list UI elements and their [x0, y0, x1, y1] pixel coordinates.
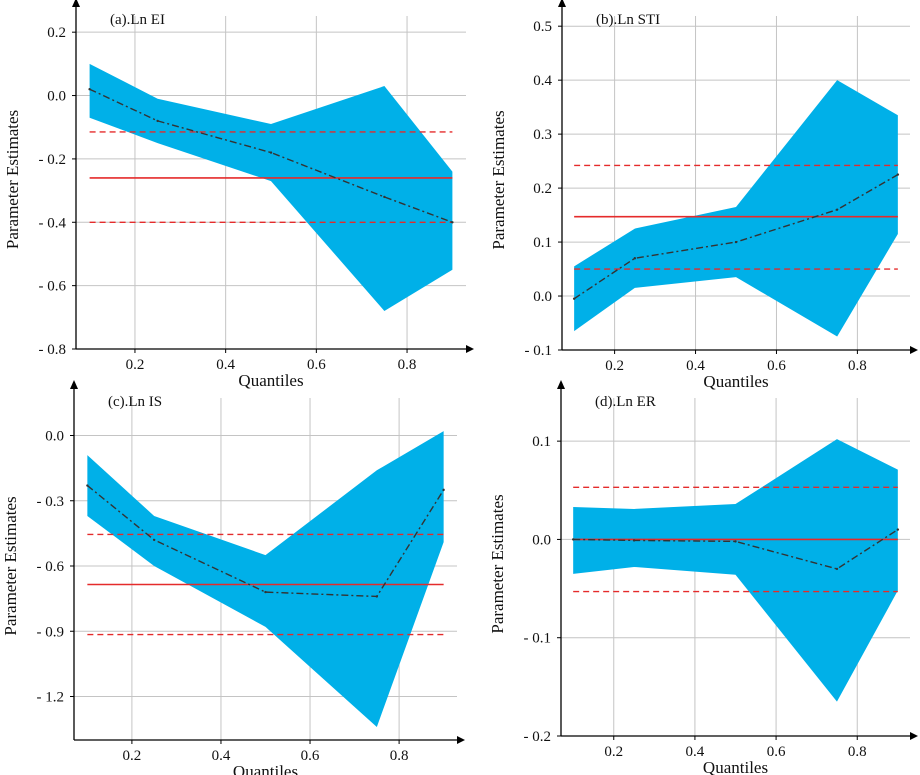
y-tick-label: 0.4 [533, 73, 552, 89]
x-tick-label: 0.4 [686, 358, 705, 374]
y-tick-label: - 0.4 [39, 215, 67, 231]
estimate-point [451, 221, 454, 224]
y-tick-label: 0.1 [533, 235, 552, 251]
x-tick-label: 0.8 [398, 357, 417, 373]
estimate-point [633, 257, 637, 260]
y-tick-label: 0.2 [533, 181, 552, 197]
x-tick-label: 0.6 [767, 358, 786, 374]
estimate-point [572, 297, 576, 300]
y-axis-title: Parameter Estimates [1, 496, 20, 635]
y-tick-label: 0.2 [47, 25, 66, 41]
y-tick-label: 0.1 [532, 434, 551, 450]
y-axis-title: Parameter Estimates [489, 110, 508, 249]
estimate-point [571, 538, 575, 541]
y-tick-label: - 0.6 [39, 279, 67, 295]
x-axis-arrow [457, 736, 465, 744]
x-tick-label: 0.4 [212, 748, 231, 764]
x-tick-label: 0.6 [301, 748, 320, 764]
panel-title: (d).Ln ER [595, 394, 656, 410]
y-tick-label: 0.0 [47, 89, 66, 105]
y-tick-label: - 0.3 [37, 494, 65, 510]
panel-d: 0.2 0.4 0.6 0.8 - 0.2 - 0.1 0.0 0.1 (d).Ln ER Qua… [488, 380, 918, 775]
x-axis-title: Quantiles [703, 372, 768, 391]
x-tick-label: 0.6 [767, 744, 786, 760]
y-axis-title: Parameter Estimates [488, 494, 507, 633]
confidence-band [87, 431, 444, 727]
estimate-point [896, 528, 900, 531]
y-tick-label: - 0.9 [37, 624, 65, 640]
x-tick-label: 0.2 [604, 744, 623, 760]
panel-title: (b).Ln STI [596, 12, 660, 28]
estimate-point [632, 539, 636, 542]
quantile-estimate-line [89, 88, 453, 223]
quantile-estimate-line [86, 484, 445, 598]
estimate-point [264, 590, 267, 594]
y-tick-label: 0.0 [532, 532, 551, 548]
confidence-band [89, 63, 453, 311]
x-tick-label: 0.2 [126, 357, 145, 373]
x-axis-arrow [910, 732, 918, 740]
y-axis-arrow [72, 0, 80, 7]
estimate-point [835, 567, 839, 571]
y-tick-label: - 0.8 [39, 342, 67, 358]
y-axis-arrow [70, 380, 78, 389]
y-axis-arrow [557, 380, 565, 389]
y-tick-label: 0.0 [45, 429, 64, 445]
panel-a: 0.2 0.4 0.6 0.8 - 0.8 - 0.6 - 0.4 - 0.2 0.0 0.2 (a… [3, 0, 474, 390]
estimate-point [442, 488, 445, 492]
y-tick-label: - 0.2 [39, 152, 67, 168]
estimate-point [835, 208, 839, 211]
panel-title: (a).Ln EI [110, 12, 165, 28]
confidence-band [574, 80, 898, 337]
estimate-point [269, 151, 273, 154]
x-axis-arrow [910, 346, 918, 354]
x-axis-title: Quantiles [238, 371, 303, 390]
x-tick-label: 0.8 [848, 358, 867, 374]
y-tick-label: 0.5 [533, 19, 552, 35]
y-axis-arrow [558, 0, 566, 7]
x-tick-label: 0.2 [605, 358, 624, 374]
estimate-point [383, 195, 386, 199]
y-tick-label: 0.0 [533, 289, 552, 305]
panel-b: 0.2 0.4 0.6 0.8 - 0.1 0.0 0.1 0.2 0.3 0.4 0.5 (b).L… [489, 0, 918, 391]
y-tick-label: - 0.2 [524, 729, 552, 745]
y-tick-label: - 1.2 [37, 690, 65, 706]
y-tick-label: - 0.1 [524, 631, 552, 647]
x-axis-arrow [466, 345, 474, 353]
x-tick-label: 0.8 [848, 744, 867, 760]
y-tick-label: - 0.6 [37, 559, 65, 575]
estimate-point [734, 540, 737, 543]
y-tick-label: 0.3 [533, 127, 552, 143]
panel-title: (c).Ln IS [108, 394, 162, 410]
panel-c: 0.2 0.4 0.6 0.8 - 1.2 - 0.9 - 0.6 - 0.3 0.0 (c).L… [1, 380, 465, 775]
x-tick-label: 0.4 [216, 357, 235, 373]
y-tick-label: - 0.1 [525, 343, 553, 359]
x-axis-title: Quantiles [703, 758, 768, 775]
x-tick-label: 0.2 [123, 748, 142, 764]
confidence-band [573, 439, 898, 702]
quantile-estimate-line [573, 529, 899, 570]
estimate-point [734, 240, 738, 244]
x-tick-label: 0.4 [686, 744, 705, 760]
estimate-point [88, 88, 91, 91]
y-axis-title: Parameter Estimates [3, 110, 22, 249]
estimate-point [375, 595, 379, 598]
estimate-point [896, 173, 900, 176]
x-axis-title: Quantiles [233, 762, 298, 775]
x-tick-label: 0.6 [307, 357, 326, 373]
estimate-point [86, 484, 89, 487]
x-tick-label: 0.8 [390, 748, 409, 764]
estimate-point [156, 119, 159, 123]
estimate-point [152, 538, 156, 542]
